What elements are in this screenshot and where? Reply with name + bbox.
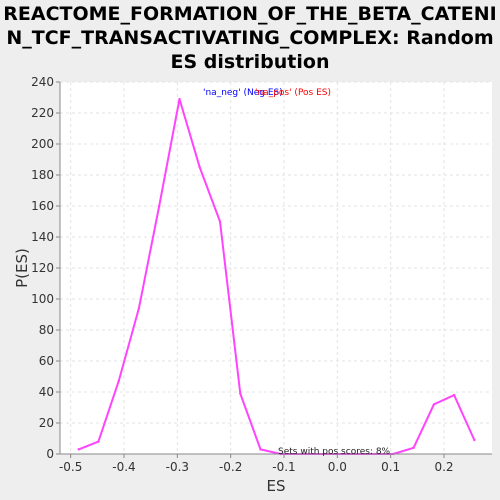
x-tick-label: 0.1 xyxy=(381,460,400,474)
y-tick-label: 60 xyxy=(39,354,54,368)
data-point xyxy=(77,448,80,451)
y-axis-label: P(ES) xyxy=(13,248,31,288)
data-point xyxy=(198,166,201,169)
x-tick-label: -0.5 xyxy=(59,460,82,474)
data-point xyxy=(412,446,415,449)
y-tick-label: 220 xyxy=(31,106,54,120)
data-point xyxy=(218,220,222,223)
chart-title-line-3: ES distribution xyxy=(170,51,330,73)
y-tick-label: 120 xyxy=(31,261,54,275)
data-point xyxy=(97,440,100,443)
y-tick-label: 100 xyxy=(31,292,54,306)
pos-scores-annotation: Sets with pos scores: 8% xyxy=(278,447,391,457)
y-tick-label: 200 xyxy=(31,137,54,151)
data-point xyxy=(137,307,141,310)
legend-pos: 'na_pos' (Pos ES) xyxy=(255,88,331,98)
data-point xyxy=(432,403,436,406)
chart-title: REACTOME_FORMATION_OF_THE_BETA_CATENI N_… xyxy=(0,2,500,74)
y-tick-label: 240 xyxy=(31,75,54,89)
data-point xyxy=(158,204,161,208)
y-tick-label: 40 xyxy=(39,385,54,399)
chart-title-line-1: REACTOME_FORMATION_OF_THE_BETA_CATENI xyxy=(3,3,497,25)
y-tick-label: 0 xyxy=(46,447,54,461)
data-point xyxy=(259,448,262,451)
x-axis-label: ES xyxy=(267,477,286,495)
series-line xyxy=(78,98,476,455)
data-point xyxy=(178,97,181,101)
chart-title-line-2: N_TCF_TRANSACTIVATING_COMPLEX: Random xyxy=(6,27,494,49)
data-point xyxy=(239,392,242,395)
data-point xyxy=(473,438,476,442)
y-tick-label: 160 xyxy=(31,199,54,213)
y-tick-label: 80 xyxy=(39,323,54,337)
data-point xyxy=(117,379,120,383)
y-tick-label: 20 xyxy=(39,416,54,430)
x-tick-label: -0.2 xyxy=(219,460,242,474)
x-tick-label: -0.1 xyxy=(272,460,295,474)
y-ticks: 0 20 40 60 80 100 120 140 160 180 200 220 240 xyxy=(31,75,60,461)
y-tick-label: 140 xyxy=(31,230,54,244)
x-tick-label: 0.0 xyxy=(328,460,347,474)
y-tick-label: 180 xyxy=(31,168,54,182)
x-tick-label: -0.3 xyxy=(166,460,189,474)
data-point xyxy=(452,393,456,397)
legend-neg: 'na_neg' (Neg ES) xyxy=(203,88,283,98)
x-ticks: -0.5 -0.4 -0.3 -0.2 -0.1 0.0 0.1 0.2 xyxy=(59,454,454,474)
x-tick-label: 0.2 xyxy=(434,460,453,474)
x-tick-label: -0.4 xyxy=(112,460,135,474)
